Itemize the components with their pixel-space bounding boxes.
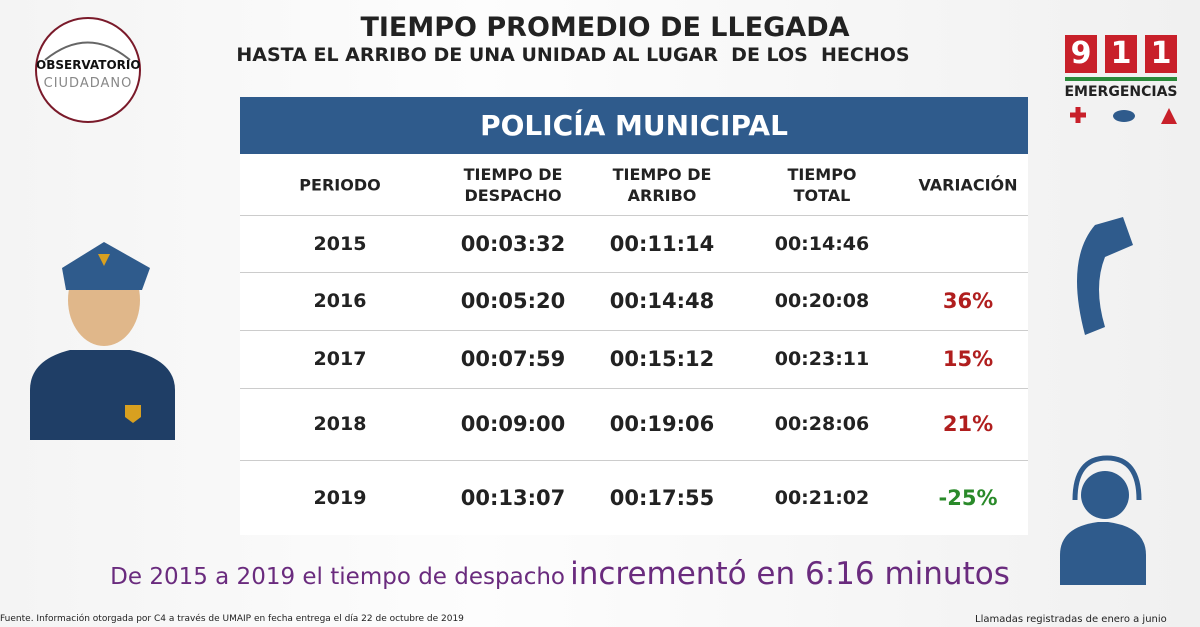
note: Llamadas registradas de enero a junio xyxy=(975,614,1167,625)
logo-text: EMERGENCIAS xyxy=(1064,84,1178,100)
time-value: 00:14:46 xyxy=(774,232,870,255)
officer-badge xyxy=(125,405,141,423)
time-value: 00:17:55 xyxy=(609,485,715,510)
operator-head xyxy=(1081,471,1129,519)
officer-badge xyxy=(98,254,110,266)
variation: -25% xyxy=(938,485,998,510)
time-value: 00:23:11 xyxy=(774,348,870,370)
row-separator xyxy=(240,272,1028,273)
table: POLICÍA MUNICIPAL PERIODO TIEMPO DE DESPA… xyxy=(240,97,1028,535)
time-value: 00:14:48 xyxy=(609,289,715,313)
column-header: TIEMPO DE DESPACHO xyxy=(463,165,563,205)
fire-icon xyxy=(1161,108,1177,124)
column-header: TIEMPO DE ARRIBO xyxy=(612,165,712,205)
logo-arc xyxy=(44,41,131,61)
statement-text: De 2015 a 2019 el tiempo de despacho xyxy=(110,564,565,590)
time-value: 00:21:02 xyxy=(774,486,870,509)
variation: 36% xyxy=(942,289,994,313)
time-value: 00:15:12 xyxy=(609,347,715,371)
period: 2017 xyxy=(313,348,367,370)
time-value: 00:20:08 xyxy=(774,290,870,312)
logo-text: CIUDADANO xyxy=(43,76,133,91)
logo-digit: 1 xyxy=(1110,36,1132,71)
period: 2019 xyxy=(313,486,367,509)
time-value: 00:13:07 xyxy=(460,485,566,510)
cap-icon xyxy=(1113,110,1135,122)
logo-box xyxy=(1065,35,1097,73)
time-value: 00:05:20 xyxy=(460,289,566,313)
logo-digit: 9 xyxy=(1070,36,1092,71)
officer-cap xyxy=(62,242,150,290)
logo-stripe xyxy=(1065,77,1177,81)
row-separator xyxy=(240,330,1028,331)
logo-circle xyxy=(35,17,141,123)
officer-body xyxy=(30,350,175,440)
time-value: 00:07:59 xyxy=(460,347,566,371)
time-value: 00:11:14 xyxy=(609,231,715,256)
cross-icon xyxy=(1070,107,1086,123)
statement: De 2015 a 2019 el tiempo de despacho inc… xyxy=(0,556,1120,592)
row-separator xyxy=(240,388,1028,389)
row-separator xyxy=(240,215,1028,216)
logo-box xyxy=(1145,35,1177,73)
statement-highlight: incrementó en 6:16 minutos xyxy=(570,556,1010,592)
logo-text: OBSERVATORIO xyxy=(36,58,141,72)
logo-digit: 1 xyxy=(1150,36,1172,71)
table-title: POLICÍA MUNICIPAL xyxy=(240,97,1028,154)
subtitle: HASTA EL ARRIBO DE UNA UNIDAD AL LUGAR D… xyxy=(236,44,910,66)
time-value: 00:03:32 xyxy=(460,231,566,256)
operator-body xyxy=(1060,522,1146,585)
time-value: 00:28:06 xyxy=(774,413,870,435)
column-header: PERIODO xyxy=(299,175,381,195)
column-header: TIEMPO TOTAL xyxy=(787,165,857,205)
time-value: 00:09:00 xyxy=(460,412,566,436)
variation: 21% xyxy=(942,412,994,436)
period: 2018 xyxy=(313,413,367,435)
column-header: VARIACIÓN xyxy=(918,175,1018,195)
time-value: 00:19:06 xyxy=(609,412,715,436)
logo-box xyxy=(1105,35,1137,73)
variation: 15% xyxy=(942,347,994,371)
period: 2016 xyxy=(313,290,367,312)
title: TIEMPO PROMEDIO DE LLEGADA xyxy=(360,12,850,43)
phone-icon xyxy=(1077,217,1133,335)
row-separator xyxy=(240,460,1028,461)
source: Fuente. Información otorgada por C4 a tr… xyxy=(0,614,464,624)
headset xyxy=(1072,455,1142,501)
period: 2015 xyxy=(313,232,367,255)
